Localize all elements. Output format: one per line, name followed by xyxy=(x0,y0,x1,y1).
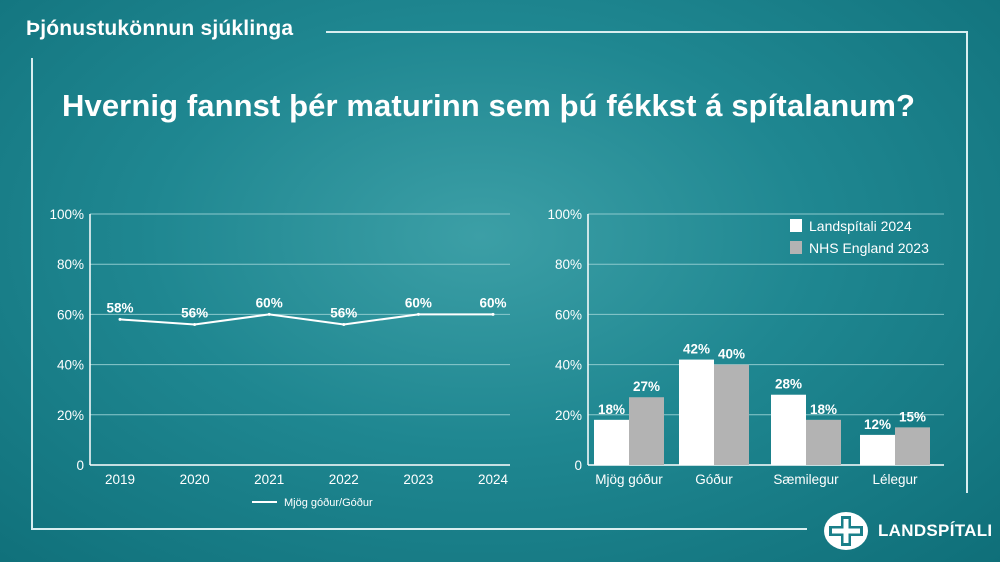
cross-icon xyxy=(824,512,868,550)
line-chart-ytick-label: 80% xyxy=(57,257,84,272)
bar-data-label: 40% xyxy=(718,347,745,362)
line-chart-xtick-label: 2024 xyxy=(478,472,509,487)
bar-legend-label: NHS England 2023 xyxy=(809,240,929,256)
line-chart-xtick-label: 2022 xyxy=(329,472,359,487)
bar-legend-swatch xyxy=(790,219,802,232)
line-data-label: 58% xyxy=(106,300,133,315)
bar-nhs xyxy=(895,427,930,465)
bar-chart-ytick-label: 20% xyxy=(555,408,582,423)
frame-bottom-line xyxy=(31,528,807,530)
line-chart-ytick-label: 100% xyxy=(49,207,84,222)
page-title: Hvernig fannst þér maturinn sem þú fékks… xyxy=(62,88,916,123)
bar-chart-ytick-label: 100% xyxy=(547,207,582,222)
bar-chart-xtick-label: Sæmilegur xyxy=(773,472,839,487)
line-data-label: 60% xyxy=(256,295,283,310)
bar-legend-swatch xyxy=(790,241,802,254)
line-chart-xtick-label: 2020 xyxy=(180,472,210,487)
bar-data-label: 18% xyxy=(598,402,625,417)
bar-landspitali xyxy=(771,394,806,465)
bar-data-label: 27% xyxy=(633,379,660,394)
bar-chart-xtick-label: Góður xyxy=(695,472,733,487)
bar-chart-xtick-label: Mjög góður xyxy=(595,472,663,487)
line-point xyxy=(491,312,495,316)
bar-data-label: 28% xyxy=(775,377,802,392)
line-point xyxy=(118,317,122,321)
bar-chart-ytick-label: 0 xyxy=(574,458,582,473)
line-point xyxy=(267,312,271,316)
line-data-label: 56% xyxy=(181,305,208,320)
bar-data-label: 18% xyxy=(810,402,837,417)
landspitali-logo: LANDSPÍTALI xyxy=(822,510,992,552)
line-point xyxy=(193,322,197,326)
survey-supertitle: Þjónustukönnun sjúklinga xyxy=(26,17,294,40)
line-legend-label: Mjög góður/Góður xyxy=(284,497,373,509)
bar-data-label: 15% xyxy=(899,409,926,424)
bar-chart-ytick-label: 60% xyxy=(555,307,582,322)
bar-chart-ytick-label: 40% xyxy=(555,358,582,373)
bar-landspitali xyxy=(594,419,629,465)
line-data-label: 56% xyxy=(330,305,357,320)
bar-nhs xyxy=(806,419,841,465)
bar-data-label: 12% xyxy=(864,417,891,432)
bar-legend-label: Landspítali 2024 xyxy=(809,218,912,234)
bar-nhs xyxy=(714,364,749,465)
line-chart-ytick-label: 20% xyxy=(57,408,84,423)
frame-right-line xyxy=(966,31,968,493)
bar-data-label: 42% xyxy=(683,342,710,357)
line-chart-xtick-label: 2023 xyxy=(403,472,433,487)
line-chart-xtick-label: 2021 xyxy=(254,472,284,487)
brand-name: LANDSPÍTALI xyxy=(878,521,993,540)
line-series-mjog-godur-godur xyxy=(119,313,493,326)
bar-chart-ytick-label: 80% xyxy=(555,257,582,272)
line-data-label: 60% xyxy=(479,295,506,310)
line-chart-xtick-label: 2019 xyxy=(105,472,135,487)
line-data-label: 60% xyxy=(405,295,432,310)
line-point xyxy=(416,312,420,316)
line-point xyxy=(342,322,346,326)
bar-chart-xtick-label: Lélegur xyxy=(872,472,918,487)
bar-landspitali xyxy=(860,434,895,465)
line-chart-ytick-label: 0 xyxy=(76,458,84,473)
line-chart-ytick-label: 60% xyxy=(57,307,84,322)
frame-top-line xyxy=(326,31,968,33)
line-chart-ytick-label: 40% xyxy=(57,358,84,373)
bar-landspitali xyxy=(679,359,714,465)
frame-left-line xyxy=(31,58,33,530)
bar-nhs xyxy=(629,397,664,465)
